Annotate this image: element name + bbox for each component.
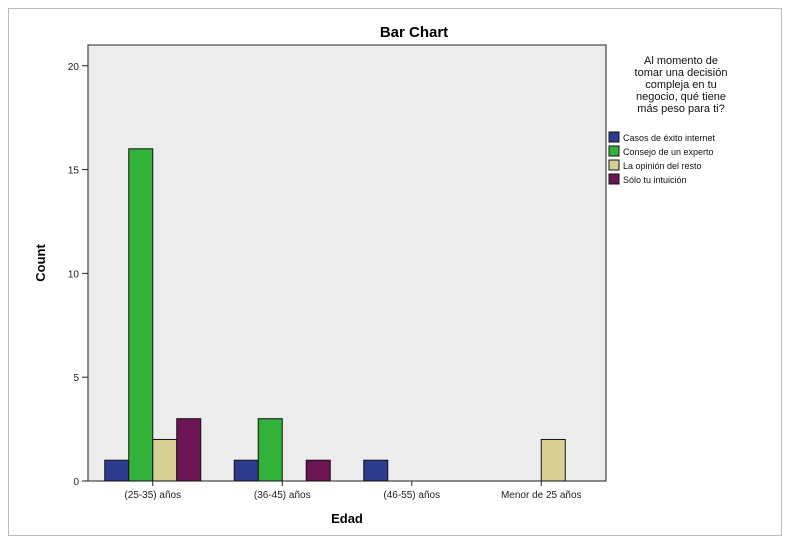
bar <box>105 460 129 481</box>
legend-label: La opinión del resto <box>623 161 702 171</box>
x-tick-label: (36-45) años <box>254 490 311 501</box>
y-axis-title: Count <box>33 244 48 282</box>
legend-swatch <box>609 174 619 184</box>
legend-title-line: más peso para ti? <box>637 103 724 115</box>
legend-swatch <box>609 132 619 142</box>
x-tick-label: (25-35) años <box>124 490 181 501</box>
bar-chart: Bar Chart 0 5 10 15 20 (25-35) años (36-45) a… <box>9 9 783 537</box>
legend-title-line: negocio, qué tiene <box>636 91 726 103</box>
legend-title-line: tomar una decisión <box>635 67 728 79</box>
bar <box>306 460 330 481</box>
y-tick-label: 5 <box>73 373 79 384</box>
bar <box>129 149 153 481</box>
chart-title: Bar Chart <box>380 24 448 41</box>
x-tick-label: (46-55) años <box>383 490 440 501</box>
bar <box>177 419 201 481</box>
x-axis: (25-35) años (36-45) años (46-55) años Meno… <box>124 481 581 501</box>
y-axis: 0 5 10 15 20 <box>68 62 88 488</box>
y-tick-label: 20 <box>68 62 80 73</box>
legend-title-line: Al momento de <box>644 55 718 67</box>
y-tick-label: 15 <box>68 166 80 177</box>
y-tick-label: 10 <box>68 269 80 280</box>
y-tick-label: 0 <box>73 477 79 488</box>
plot-area <box>88 45 606 481</box>
legend-label: Consejo de un experto <box>623 147 714 157</box>
x-tick-label: Menor de 25 años <box>501 490 582 501</box>
legend-label: Sólo tu intuición <box>623 175 687 185</box>
bar <box>258 419 282 481</box>
legend-swatch <box>609 160 619 170</box>
bar <box>153 439 177 481</box>
bar <box>541 439 565 481</box>
chart-frame: Bar Chart 0 5 10 15 20 (25-35) años (36-45) a… <box>8 8 782 536</box>
legend-label: Casos de éxito internet <box>623 133 716 143</box>
x-axis-title: Edad <box>331 511 363 526</box>
bar <box>234 460 258 481</box>
legend-swatch <box>609 146 619 156</box>
bar <box>364 460 388 481</box>
legend-title-line: compleja en tu <box>645 79 717 91</box>
